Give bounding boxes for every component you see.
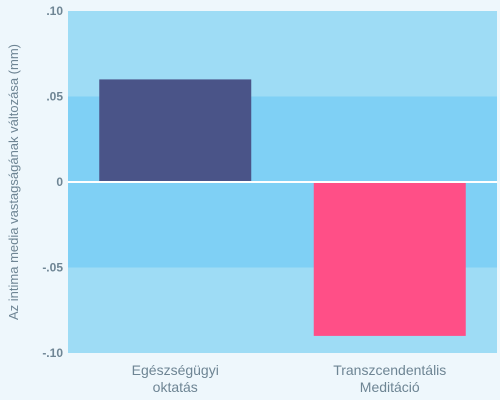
y-axis-ticks: .10 .05 0 -.05 -.10 xyxy=(42,4,63,360)
y-tick-label: .10 xyxy=(46,4,63,18)
x-tick-label-line: Egészségügyi xyxy=(132,362,219,378)
x-axis-ticks: Egészségügyi oktatás Transzcendentális Medi… xyxy=(132,362,447,395)
y-tick-label: 0 xyxy=(56,175,63,189)
x-tick-label-line: Transzcendentális xyxy=(333,362,446,378)
x-tick-label: Transzcendentális Meditáció xyxy=(333,362,446,395)
x-tick-label: Egészségügyi oktatás xyxy=(132,362,219,395)
bars-group xyxy=(99,79,466,336)
x-tick-label-line: oktatás xyxy=(153,379,198,395)
y-axis-label: Az intima media vastagságának változása … xyxy=(6,44,21,320)
x-tick-label-line: Meditáció xyxy=(360,379,420,395)
bar-2 xyxy=(313,182,466,336)
y-tick-label: -.10 xyxy=(42,346,63,360)
y-tick-label: -.05 xyxy=(42,261,63,275)
y-tick-label: .05 xyxy=(46,90,63,104)
bar-1 xyxy=(99,79,252,182)
